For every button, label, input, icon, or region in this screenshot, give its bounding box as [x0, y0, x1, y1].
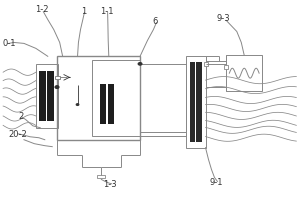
Bar [57, 56, 140, 140]
Bar [226, 55, 262, 91]
Circle shape [76, 104, 79, 105]
Bar [224, 65, 228, 69]
Circle shape [138, 63, 142, 65]
Bar [39, 71, 46, 121]
Text: 0-1: 0-1 [2, 39, 16, 48]
Bar [186, 56, 206, 148]
Bar [47, 71, 54, 121]
Bar [190, 62, 195, 142]
Bar [55, 76, 60, 79]
Text: 6: 6 [152, 17, 158, 26]
Text: 1-3: 1-3 [103, 180, 117, 189]
Text: 9-3: 9-3 [217, 14, 230, 23]
Bar [100, 84, 106, 124]
Text: 9-1: 9-1 [209, 178, 223, 187]
Bar [196, 62, 202, 142]
Bar [98, 175, 105, 178]
Circle shape [55, 86, 59, 88]
Bar [108, 84, 114, 124]
Text: 1: 1 [81, 7, 86, 16]
Text: 1-2: 1-2 [35, 5, 49, 14]
Circle shape [56, 86, 58, 88]
Text: 2: 2 [18, 112, 24, 121]
Bar [36, 64, 58, 128]
Text: 1-1: 1-1 [100, 7, 114, 16]
Bar [204, 62, 208, 66]
Text: 20-2: 20-2 [9, 130, 27, 139]
Bar [92, 60, 140, 136]
